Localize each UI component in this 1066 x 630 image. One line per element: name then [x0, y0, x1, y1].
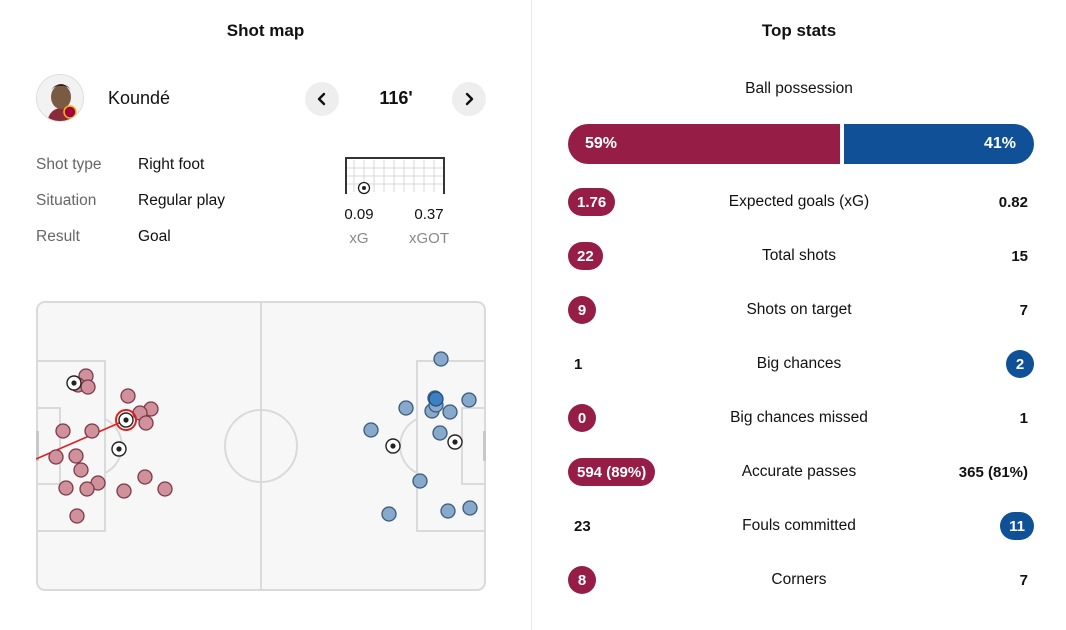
corners-away-value: 7 — [1019, 571, 1028, 589]
away-shot-marker[interactable] — [432, 425, 448, 441]
stat-row-big-chances-missed: 0 Big chances missed 1 — [532, 404, 1066, 434]
home-shot-marker[interactable] — [157, 481, 173, 497]
home-shot-marker[interactable] — [137, 469, 153, 485]
possession-away-bar: 41% — [844, 124, 1034, 164]
possession-label: Ball possession — [745, 80, 853, 97]
panel-divider — [531, 0, 532, 630]
goal-shot-ball-icon[interactable] — [447, 434, 463, 450]
stat-row-fouls: 23 Fouls committed 11 — [532, 512, 1066, 542]
big-chances-away-value: 2 — [1006, 350, 1034, 378]
total-shots-home-value: 22 — [568, 242, 603, 270]
goal-frame-graphic — [345, 157, 445, 195]
xgot-value: 0.37 — [414, 206, 444, 223]
total-shots-away-value: 15 — [1011, 247, 1028, 265]
stat-name-shots-on-target: Shots on target — [746, 301, 852, 318]
xg-label: xG — [349, 230, 369, 247]
away-shot-marker[interactable] — [428, 391, 444, 407]
home-shot-marker[interactable] — [84, 423, 100, 439]
away-shot-marker[interactable] — [412, 473, 428, 489]
shots-on-target-away-value: 7 — [1019, 301, 1028, 319]
stat-row-xg: 1.76 Expected goals (xG) 0.82 — [532, 188, 1066, 218]
home-shot-marker[interactable] — [80, 379, 96, 395]
result-label: Result — [36, 228, 80, 245]
away-shot-marker[interactable] — [462, 500, 478, 516]
away-shot-marker[interactable] — [363, 422, 379, 438]
fouls-home-value: 23 — [574, 517, 591, 535]
home-shot-marker[interactable] — [55, 423, 71, 439]
next-shot-button[interactable] — [452, 82, 486, 116]
away-shot-marker[interactable] — [440, 503, 456, 519]
home-shot-marker[interactable] — [69, 508, 85, 524]
away-shot-marker[interactable] — [461, 392, 477, 408]
home-shot-marker[interactable] — [68, 448, 84, 464]
big-chances-missed-home-value: 0 — [568, 404, 596, 432]
selected-shot-ring — [115, 409, 137, 431]
away-shot-marker[interactable] — [442, 404, 458, 420]
accurate-passes-home-value: 594 (89%) — [568, 458, 656, 486]
accurate-passes-away-value: 365 (81%) — [958, 463, 1028, 481]
stat-name-big-chances: Big chances — [756, 355, 842, 372]
home-shot-marker[interactable] — [48, 449, 64, 465]
home-shot-marker[interactable] — [73, 462, 89, 478]
previous-shot-button[interactable] — [305, 82, 339, 116]
home-shot-marker[interactable] — [120, 388, 136, 404]
top-stats-panel: Top stats Ball possession 59% 41% 1.76 E… — [532, 0, 1066, 630]
possession-away-value: 41% — [983, 135, 1016, 152]
shot-map-title: Shot map — [226, 21, 305, 40]
stat-name-corners: Corners — [771, 571, 827, 588]
player-name: Koundé — [108, 88, 171, 108]
fouls-away-value: 11 — [1000, 512, 1034, 540]
result-value: Goal — [138, 228, 171, 245]
home-shot-marker[interactable] — [116, 483, 132, 499]
goal-shot-ball-icon[interactable] — [118, 412, 134, 428]
xg-home-value: 1.76 — [568, 188, 616, 216]
stat-row-corners: 8 Corners 7 — [532, 566, 1066, 596]
chevron-left-icon — [317, 92, 326, 106]
home-shot-marker[interactable] — [138, 415, 154, 431]
xg-value: 0.09 — [344, 206, 374, 223]
situation-value: Regular play — [138, 192, 226, 209]
goal-shot-ball-icon[interactable] — [111, 441, 127, 457]
home-shot-marker[interactable] — [79, 481, 95, 497]
pitch — [35, 301, 486, 591]
chevron-right-icon — [465, 92, 474, 106]
xgot-label: xGOT — [409, 230, 449, 247]
shots-on-target-home-value: 9 — [568, 296, 596, 324]
goal-shot-ball-icon[interactable] — [385, 438, 401, 454]
shot-minute: 116' — [379, 88, 413, 108]
away-shot-marker[interactable] — [398, 400, 414, 416]
situation-label: Situation — [36, 192, 97, 209]
stat-name-fouls: Fouls committed — [742, 517, 856, 534]
player-avatar — [36, 74, 84, 122]
shot-type-value: Right foot — [138, 156, 205, 173]
shot-type-label: Shot type — [36, 156, 102, 173]
stat-name-big-chances-missed: Big chances missed — [730, 409, 868, 426]
away-shot-marker[interactable] — [381, 506, 397, 522]
possession-home-value: 59% — [585, 135, 618, 152]
stat-name-accurate-passes: Accurate passes — [741, 463, 857, 480]
away-shot-marker[interactable] — [433, 351, 449, 367]
possession-home-bar: 59% — [568, 124, 840, 164]
xg-away-value: 0.82 — [998, 193, 1028, 211]
shot-map-panel: Shot map Koundé 116' Shot type Right foo… — [0, 0, 531, 630]
big-chances-home-value: 1 — [574, 355, 583, 373]
top-stats-title: Top stats — [761, 21, 837, 40]
stat-row-big-chances: 1 Big chances 2 — [532, 350, 1066, 380]
corners-home-value: 8 — [568, 566, 596, 594]
goal-shot-ball-icon[interactable] — [66, 375, 82, 391]
stat-row-total-shots: 22 Total shots 15 — [532, 242, 1066, 272]
home-shot-marker[interactable] — [58, 480, 74, 496]
stat-name-xg: Expected goals (xG) — [728, 193, 870, 210]
big-chances-missed-away-value: 1 — [1019, 409, 1028, 427]
stat-row-shots-on-target: 9 Shots on target 7 — [532, 296, 1066, 326]
stat-row-accurate-passes: 594 (89%) Accurate passes 365 (81%) — [532, 458, 1066, 488]
stat-name-total-shots: Total shots — [761, 247, 837, 264]
ball-icon — [357, 181, 371, 195]
